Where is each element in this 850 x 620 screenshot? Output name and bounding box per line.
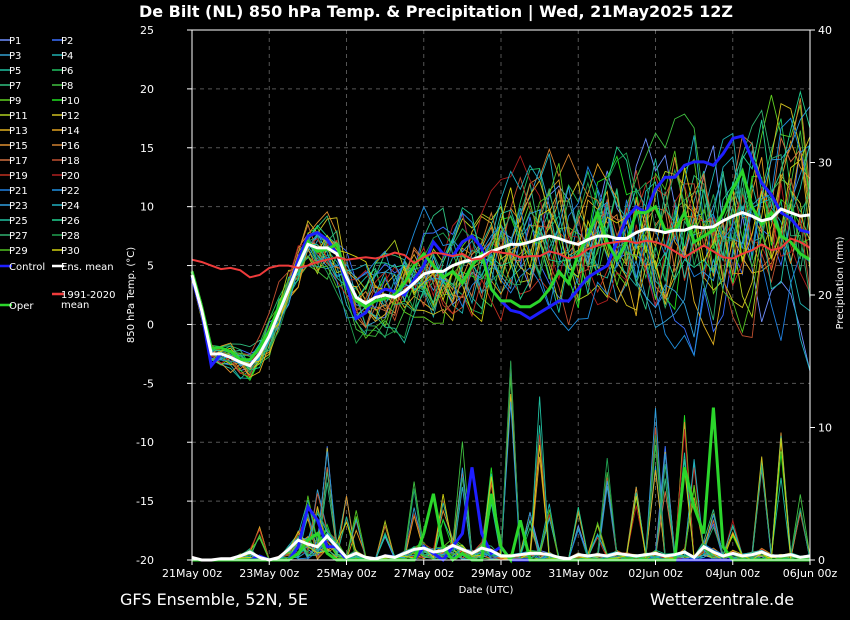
legend-label: P30 [61, 246, 80, 257]
legend-label: P8 [61, 81, 73, 92]
main-series [190, 134, 811, 564]
legend-label: P14 [61, 126, 80, 137]
legend-label: P10 [61, 96, 80, 107]
y-axis-left: 25 20 15 10 5 0 -5 -10 -15 -20 [136, 24, 192, 567]
y-axis-label: 850 hPa Temp. (°C) [126, 247, 137, 343]
legend-label: P22 [61, 186, 80, 197]
y2-tick-label: 10 [818, 422, 832, 435]
y-tick-label: 10 [140, 201, 154, 214]
x-tick-label: 31May 00z [548, 567, 608, 580]
legend-label: Oper [9, 301, 34, 312]
y-tick-label: -20 [136, 554, 154, 567]
legend: P1 P2 P3 P4 P5 P6 P7 P8 P9 P10 P11 P12 P13 P14 P15 P16 P… [0, 36, 116, 312]
legend-label: P26 [61, 216, 80, 227]
x-tick-label: 27May 00z [394, 567, 454, 580]
legend-label: P12 [61, 111, 80, 122]
legend-label: P25 [9, 216, 28, 227]
y-tick-label: 15 [140, 142, 154, 155]
legend-label: P1 [9, 36, 21, 47]
legend-label: P27 [9, 231, 28, 242]
legend-label: P16 [61, 141, 80, 152]
legend-label: P18 [61, 156, 80, 167]
1991-2020-mean-temp-line [191, 237, 811, 279]
x-axis: 21May 00z 23May 00z 25May 00z 27May 00z 29Ma… [162, 560, 837, 580]
y-tick-label: -15 [136, 495, 154, 508]
y2-tick-label: 40 [818, 24, 832, 37]
y-tick-label: 25 [140, 24, 154, 37]
footer-source: Wetterzentrale.de [650, 590, 794, 609]
legend-label: P29 [9, 246, 28, 257]
legend-label: P7 [9, 81, 21, 92]
chart-title: De Bilt (NL) 850 hPa Temp. & Precipitati… [139, 2, 733, 22]
y-tick-label: 20 [140, 83, 154, 96]
legend-label: P2 [61, 36, 73, 47]
y-tick-label: -5 [143, 377, 154, 390]
legend-label: Ens. mean [61, 262, 114, 273]
legend-label: P3 [9, 51, 21, 62]
member-temp-line [191, 139, 811, 368]
y-tick-label: -10 [136, 436, 154, 449]
legend-label: P19 [9, 171, 28, 182]
legend-label: P9 [9, 96, 21, 107]
legend-label: P21 [9, 186, 28, 197]
member-temp-line [191, 90, 811, 371]
legend-label: P24 [61, 201, 80, 212]
legend-label: P28 [61, 231, 80, 242]
footer-model: GFS Ensemble, 52N, 5E [120, 590, 308, 609]
legend-label: P23 [9, 201, 28, 212]
legend-label: P17 [9, 156, 28, 167]
legend-label: P4 [61, 51, 73, 62]
oper-precip-line [192, 407, 810, 564]
x-tick-label: 06Jun 00z [783, 567, 838, 580]
legend-label: Control [9, 262, 45, 273]
legend-label: P15 [9, 141, 28, 152]
x-tick-label: 04Jun 00z [706, 567, 761, 580]
member-temp-line [191, 106, 811, 367]
x-tick-label: 23May 00z [239, 567, 299, 580]
y2-tick-label: 0 [818, 554, 825, 567]
legend-label: P20 [61, 171, 80, 182]
y2-tick-label: 20 [818, 289, 832, 302]
legend-label: P13 [9, 126, 28, 137]
legend-label: mean [61, 300, 89, 311]
x-tick-label: 29May 00z [471, 567, 531, 580]
legend-label: 1991-2020 [61, 290, 116, 301]
member-temp-line [191, 148, 811, 378]
y-axis-right: 40 30 20 10 0 [810, 24, 832, 567]
legend-label: P5 [9, 66, 21, 77]
x-tick-label: 02Jun 00z [628, 567, 683, 580]
legend-label: P11 [9, 111, 28, 122]
ens-mean-temp-line [190, 207, 811, 368]
y-tick-label: 5 [147, 260, 154, 273]
y-tick-label: 0 [147, 318, 154, 331]
x-tick-label: 21May 00z [162, 567, 222, 580]
x-axis-label: Date (UTC) [459, 585, 514, 596]
ens-mean-precip-line [191, 533, 811, 562]
legend-label: P6 [61, 66, 73, 77]
y2-axis-label: Precipitation (mm) [835, 236, 846, 329]
x-tick-label: 25May 00z [316, 567, 376, 580]
y2-tick-label: 30 [818, 157, 832, 170]
